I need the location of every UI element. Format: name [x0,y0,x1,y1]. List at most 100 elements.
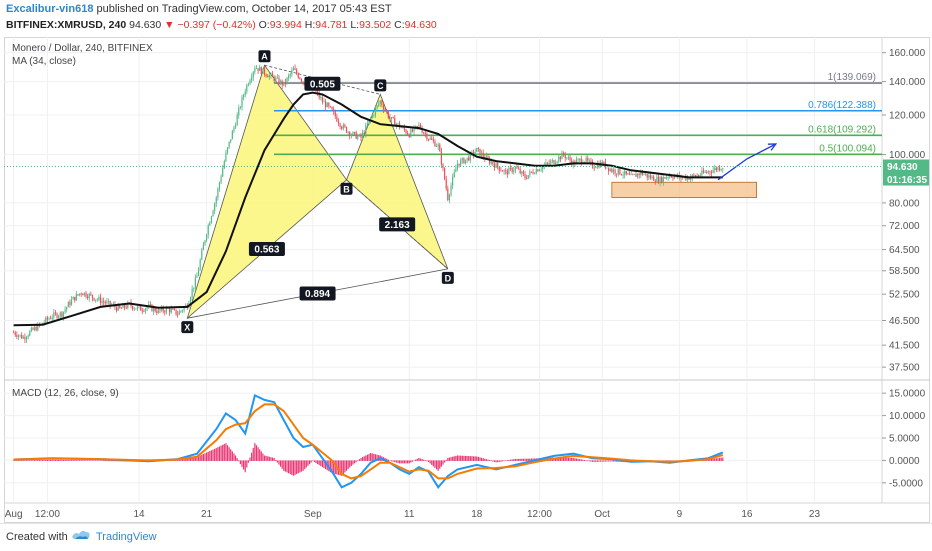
candle-body [566,157,568,159]
macd-histogram-bar [304,460,306,470]
legend-title: Monero / Dollar, 240, BITFINEX [12,43,153,54]
ratio-label: 0.563 [254,244,279,255]
candle-body [204,240,206,245]
macd-histogram-bar [418,457,420,461]
macd-histogram-bar [197,456,200,461]
macd-histogram-bar [64,460,66,461]
candle-body [407,133,409,135]
candle-body [603,161,605,165]
candle-body [492,161,494,165]
macd-histogram-bar [500,460,502,462]
candle-body [500,170,502,172]
candle-body [172,308,174,310]
candle-body [215,197,217,204]
macd-histogram-bar [426,460,428,462]
macd-histogram-bar [95,460,97,461]
macd-histogram-bar [199,455,201,461]
macd-histogram-bar [398,460,401,464]
macd-histogram-bar [262,453,264,461]
macd-histogram-bar [241,460,243,467]
macd-histogram-bar [609,460,611,462]
candle-body [477,147,479,149]
macd-histogram-bar [257,447,259,461]
fib-level-label: 0.5(100.094) [819,143,876,154]
macd-histogram-bar [432,460,434,467]
macd-histogram-bar [453,456,455,461]
chart-frame[interactable]: Aug 12:00 14 21 Sep 11 18 12:00 Oct 9 16 23 160.000 1… [4,37,930,523]
macd-histogram-bar [707,459,709,461]
ohlc-low-value: 93.502 [359,19,392,31]
macd-histogram-bar [579,459,581,461]
macd-histogram-bar [392,460,394,462]
macd-histogram-bar [466,455,468,461]
macd-histogram-bar [66,460,68,461]
published-text: published on TradingView.com, October 14… [96,3,392,15]
macd-histogram-bar [276,460,278,463]
candle-body [336,116,338,122]
author-link[interactable]: Excalibur-vin618 [6,3,94,15]
pattern-point-label: C [377,81,384,91]
candle-body [353,132,356,133]
candle-body [517,168,520,170]
macd-y-tick-label: 10.0000 [889,411,926,422]
tradingview-brand[interactable]: TradingView [96,531,157,543]
candle-body [48,318,50,320]
candle-body [169,308,171,313]
candle-body [595,167,597,169]
candle-body [328,103,330,107]
candle-body [25,337,28,340]
y-tick-label: 120.000 [889,111,926,122]
macd-histogram-bar [347,460,349,470]
macd-histogram-bar [489,460,491,461]
tradingview-logo-icon[interactable] [70,527,92,545]
candle-body [405,129,407,134]
macd-histogram-bar [271,457,274,461]
candle-body [331,106,333,110]
macd-histogram-bar [596,460,598,462]
candle-body [358,134,360,137]
candle-body [590,160,592,162]
macd-histogram-bar [506,460,508,461]
candle-body [281,80,283,86]
macd-histogram-bar [485,459,488,461]
candle-body [421,129,423,133]
candle-body [87,296,89,299]
candle-body [413,126,415,132]
y-tick-label: 41.500 [889,341,920,352]
x-tick-label: 11 [404,509,415,520]
pattern-point-label: B [343,184,350,194]
candle-body [206,234,208,241]
candle-body [67,302,69,308]
candle-body [103,301,105,303]
candle-body [29,331,31,336]
macd-histogram-bar [189,457,192,461]
candle-body [630,174,632,176]
macd-histogram-bar [575,458,578,461]
macd-histogram-bar [320,460,322,467]
candle-body [88,294,90,299]
candle-body [133,308,135,310]
candle-body [120,308,122,309]
macd-histogram-bar [366,454,369,461]
macd-histogram-bar [210,450,213,461]
macd-histogram-bar [612,460,615,462]
x-tick-label: 18 [471,509,483,520]
macd-histogram-bar [315,460,317,463]
candle-body [125,307,127,309]
macd-histogram-bar [397,460,399,463]
chart-svg[interactable]: Aug 12:00 14 21 Sep 11 18 12:00 Oct 9 16 23 160.000 1… [4,37,930,523]
macd-histogram-bar [252,447,254,461]
pattern-point-label: A [261,52,268,62]
candle-body [366,123,369,126]
macd-histogram-bar [361,457,364,461]
candle-body [218,182,221,189]
candle-body [535,169,537,174]
macd-y-tick-label: 0.0000 [889,456,920,467]
macd-histogram-bar [421,459,423,461]
macd-histogram-bar [88,460,90,461]
candle-body [53,312,55,318]
macd-histogram-bar [358,459,360,461]
candle-body [720,169,722,171]
candle-body [74,296,76,301]
candle-body [408,134,410,137]
